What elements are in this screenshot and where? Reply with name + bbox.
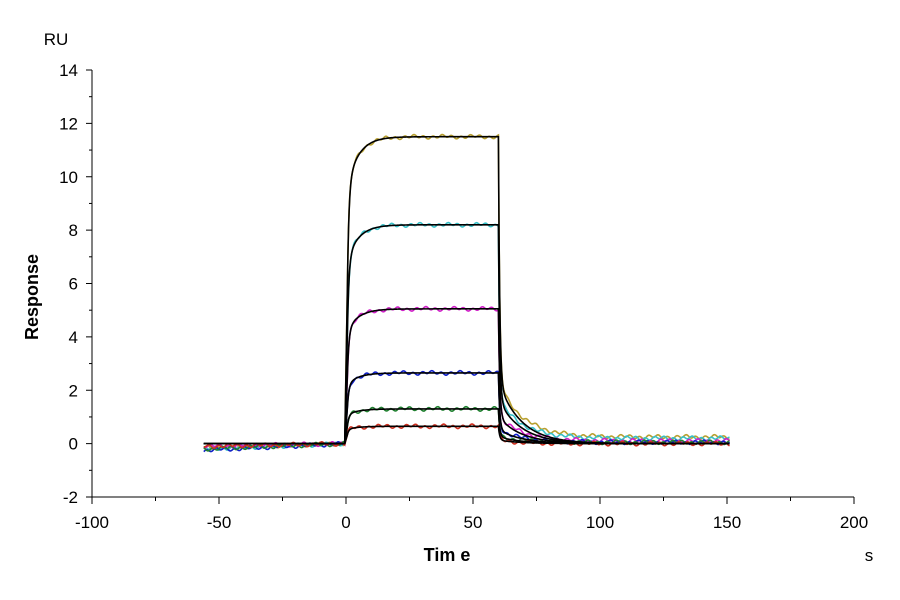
series-line <box>203 133 730 450</box>
y-tick-label: 10 <box>59 168 78 187</box>
y-tick-label: 2 <box>69 381 78 400</box>
x-tick-label: -50 <box>207 513 232 532</box>
y-tick-label: 6 <box>69 275 78 294</box>
y-tick-label: 0 <box>69 435 78 454</box>
y-axis-title: Response <box>22 254 42 340</box>
x-tick-label: 150 <box>713 513 741 532</box>
data-series <box>203 133 731 453</box>
y-tick-label: 4 <box>69 328 78 347</box>
fit-line <box>203 425 730 445</box>
series-line <box>203 221 730 451</box>
fit-line <box>203 223 730 445</box>
y-unit-label: RU <box>44 30 69 49</box>
x-tick-label: 100 <box>586 513 614 532</box>
series-line <box>203 405 730 452</box>
x-tick-label: 0 <box>341 513 350 532</box>
y-tick-label: 14 <box>59 61 78 80</box>
x-unit-label: s <box>865 546 874 565</box>
ticks: -100 -50 0 50 100 150 200 -2 0 2 4 6 8 10 12 14 <box>59 61 868 532</box>
y-tick-label: 12 <box>59 114 78 133</box>
x-tick-label: 200 <box>840 513 868 532</box>
fit-curves <box>203 135 730 445</box>
x-axis-title: Tim e <box>424 545 471 565</box>
x-tick-label: 50 <box>464 513 483 532</box>
fit-line <box>203 135 730 445</box>
y-tick-label: 8 <box>69 221 78 240</box>
axes <box>91 70 854 498</box>
fit-line <box>203 308 730 445</box>
x-tick-label: -100 <box>75 513 109 532</box>
y-tick-label: -2 <box>63 488 78 507</box>
